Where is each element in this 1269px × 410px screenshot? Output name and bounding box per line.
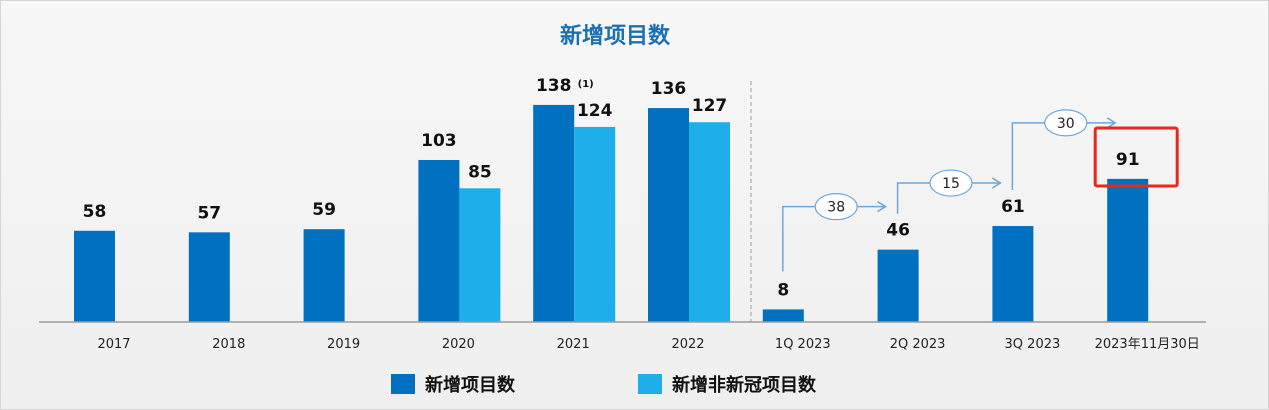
increment-label: 15 [942, 176, 960, 192]
x-tick-label: 2Q 2023 [890, 337, 946, 352]
bar-新增项目数 [877, 249, 919, 322]
bar-新增项目数 [418, 159, 460, 322]
bar-新增项目数 [992, 226, 1034, 322]
x-tick-label: 2023年11月30日 [1095, 337, 1200, 352]
bar-新增项目数 [762, 309, 804, 322]
increment-bubble [1044, 109, 1088, 137]
bar-新增项目数 [303, 229, 345, 322]
x-tick-label: 2020 [442, 337, 475, 352]
increment-bubble [929, 169, 973, 197]
bar-新增非新冠项目数 [689, 122, 730, 322]
x-tick-label: 2019 [327, 337, 360, 352]
bar-新增非新冠项目数 [574, 126, 616, 322]
increment-bubble [814, 193, 858, 221]
legend-swatch [391, 374, 415, 394]
legend-label: 新增非新冠项目数 [672, 374, 817, 396]
x-tick-label: 2017 [97, 337, 130, 352]
legend-swatch [638, 374, 662, 394]
bar-新增项目数 [648, 108, 689, 323]
bar-新增非新冠项目数 [459, 188, 501, 322]
data-label: 58 [83, 202, 107, 222]
data-label: 59 [312, 200, 336, 220]
highlight-box [1093, 126, 1179, 188]
bar-新增项目数 [533, 104, 575, 323]
increment-label: 38 [827, 200, 845, 216]
x-tick-label: 3Q 2023 [1005, 337, 1061, 352]
x-tick-label: 2018 [212, 337, 245, 352]
arrow-head [992, 177, 1002, 189]
data-label: 57 [197, 203, 221, 223]
increment-label: 30 [1057, 116, 1075, 132]
bar-新增项目数 [74, 230, 115, 322]
footnote-marker: (1) [578, 79, 594, 90]
bar-新增项目数 [1107, 178, 1149, 322]
bar-新增项目数 [188, 232, 230, 322]
data-label: 127 [692, 96, 728, 116]
data-label: 136 [651, 79, 687, 99]
data-label: 85 [468, 162, 492, 182]
data-label: 91 [1116, 150, 1140, 170]
data-label: 124 [577, 101, 613, 121]
data-label: 8 [777, 280, 789, 300]
data-label: 46 [886, 221, 910, 241]
arrow-head [1106, 117, 1117, 129]
legend-label: 新增项目数 [425, 374, 516, 396]
x-tick-label: 2022 [671, 337, 704, 352]
x-tick-label: 1Q 2023 [775, 337, 831, 352]
arrow-head [877, 201, 888, 213]
chart-title: 新增项目数 [560, 23, 671, 49]
data-label: 103 [421, 131, 457, 151]
data-label: 61 [1001, 197, 1025, 217]
x-tick-label: 2021 [557, 337, 590, 352]
data-label: 138 [536, 76, 572, 96]
